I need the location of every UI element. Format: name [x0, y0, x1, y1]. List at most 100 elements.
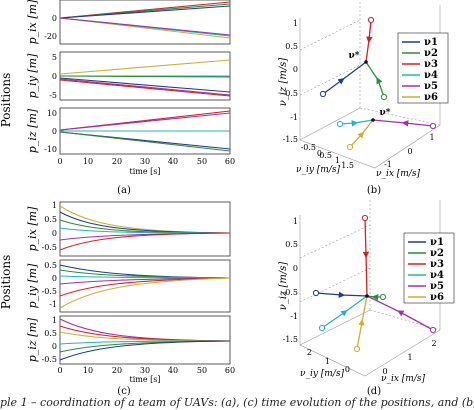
xyticks-b: -0.5 0 0.5 1 1.5 -1 0 1 — [301, 133, 435, 170]
xtick-a-5: 50 — [197, 157, 207, 166]
ytick-c-x-1: 0.5 — [44, 215, 57, 224]
legend-d-label-2: ν2 — [430, 248, 444, 259]
ztick-b-3: -0.5 — [283, 89, 298, 98]
legend-b-label-1: ν1 — [424, 37, 438, 48]
ztick-b-2: 0 — [293, 65, 298, 74]
ytick-c-z-2: 0 — [52, 342, 57, 351]
legend-d-label-3: ν3 — [430, 259, 444, 270]
start-markers-b — [319, 16, 437, 151]
traj-c-x — [59, 205, 231, 251]
ytick-d-0: 2 — [307, 348, 312, 357]
panel-c-side-label: Positions — [0, 255, 13, 310]
legend-d-entry-2: ν2 — [408, 248, 444, 259]
ytick-a-x-1: -20 — [44, 32, 57, 41]
legend-b-label-5: ν5 — [424, 81, 438, 92]
ytick-a-x-0: 0 — [52, 14, 57, 23]
legend-d-entry-6: ν6 — [408, 292, 444, 303]
trajectories-b — [322, 19, 434, 148]
xtick-d-2: 2 — [431, 339, 436, 348]
ytick-c-x-3: -0.5 — [42, 243, 57, 252]
xlabel-c: time [s] — [130, 375, 161, 384]
traj-a-x — [59, 1, 231, 39]
tag-d: (d) — [367, 386, 381, 396]
subplot-a-y: p_iy [m] 5 0 -5 — [26, 51, 231, 101]
ytick-c-y-2: -0.5 — [42, 287, 57, 296]
ytick-a-y-1: 0 — [52, 72, 57, 81]
legend-b: ν1 ν2 ν3 ν4 ν5 ν6 — [397, 32, 449, 104]
subplot-a-z: p_iz [m] 10 0 -10 0 10 20 30 40 50 60 ti… — [26, 107, 235, 176]
xtick-b-0: -1 — [384, 160, 392, 169]
ytick-b-3: 1 — [335, 156, 340, 165]
panel-a: Positions p_ix [m] 0 -20 p_iy [m] 5 0 -5 — [0, 0, 235, 196]
ytick-b-1: 0 — [317, 149, 322, 158]
figure-caption: ple 1 – coordination of a team of UAVs: … — [0, 396, 474, 409]
tag-c: (c) — [117, 386, 131, 396]
xlabel-d: ν_ix [m/s] — [381, 374, 425, 384]
traj-c-y — [59, 264, 231, 309]
xtick-a-0: 0 — [57, 157, 62, 166]
legend-b-entry-6: ν6 — [402, 92, 438, 103]
xtick-b-1: 0 — [407, 147, 412, 156]
ztick-b-0: 1 — [293, 19, 298, 28]
xtick-a-1: 10 — [83, 157, 93, 166]
consensus-point-b-bottom — [371, 118, 375, 122]
ytick-a-z-1: 0 — [52, 127, 57, 136]
ytick-a-z-2: -10 — [44, 145, 57, 154]
legend-d-entry-5: ν5 — [408, 281, 444, 292]
xtick-c-1: 10 — [83, 366, 93, 375]
xtick-d-0: 0 — [382, 367, 387, 376]
panel-c: Positions p_ix [m] 1 0.5 0 -0.5 p_iy [m]… — [0, 201, 235, 396]
legend-b-label-4: ν4 — [424, 70, 438, 81]
ytick-a-y-2: -5 — [49, 91, 57, 100]
ylabel-c-z: p_iz [m] — [26, 317, 39, 362]
legend-b-entry-2: ν2 — [402, 48, 438, 59]
xtick-a-2: 20 — [112, 157, 122, 166]
traj-a-z — [59, 110, 231, 152]
ylabel-b: ν_iy [m/s] — [296, 165, 340, 175]
start-markers-d — [312, 214, 437, 353]
zticks-d: 1 0.5 0 -0.5 -1 -1.5 — [283, 217, 298, 344]
ytick-b-0: -0.5 — [301, 143, 316, 152]
legend-b-label-6: ν6 — [424, 92, 438, 103]
zlabel-d: ν_iz [m/s] — [278, 262, 289, 311]
figure: Positions p_ix [m] 0 -20 p_iy [m] 5 0 -5 — [0, 0, 455, 396]
legend-b-label-3: ν3 — [424, 59, 438, 70]
legend-d-label-4: ν4 — [430, 270, 444, 281]
ylabel-a-x: p_ix [m] — [26, 0, 39, 44]
xtick-a-4: 40 — [168, 157, 178, 166]
xtick-c-3: 30 — [140, 366, 150, 375]
panel-d: ν_iz [m/s] 1 0.5 0 -0.5 -1 -1.5 2 — [278, 200, 455, 396]
ytick-b-4: 1.5 — [341, 161, 354, 170]
traj-c-z — [59, 318, 231, 361]
legend-b-entry-4: ν4 — [402, 70, 438, 81]
ylabel-d: ν_iy [m/s] — [300, 369, 344, 379]
legend-b-label-2: ν2 — [424, 48, 438, 59]
legend-d-label-5: ν5 — [430, 281, 444, 292]
zticks-b: 1 0.5 0 -0.5 -1 -1.5 — [283, 19, 298, 144]
ztick-d-3: -0.5 — [283, 288, 298, 297]
ztick-d-1: 0.5 — [285, 240, 298, 249]
legend-b-entry-1: ν1 — [402, 37, 438, 48]
trajectories-d — [315, 217, 434, 350]
xticks-a: 0 10 20 30 40 50 60 — [57, 157, 235, 166]
ztick-d-0: 1 — [293, 217, 298, 226]
xticks-c: 0 10 20 30 40 50 60 — [57, 366, 235, 375]
ytick-a-z-0: 10 — [47, 109, 57, 118]
xyticks-d: 2 1 0 0 1 2 — [307, 339, 437, 376]
xtick-d-1: 1 — [407, 353, 412, 362]
star-label-b-top: ν* — [349, 51, 360, 61]
legend-d: ν1 ν2 ν3 ν4 ν5 ν6 — [403, 232, 455, 304]
ztick-b-4: -1 — [290, 113, 298, 122]
consensus-point-d — [365, 294, 369, 298]
ytick-d-1: 1 — [325, 357, 330, 366]
ytick-c-x-0: 1 — [52, 201, 57, 210]
star-label-b-bottom: ν* — [380, 108, 391, 118]
subplot-c-y: p_iy [m] 0.5 0 -0.5 -1 — [26, 259, 231, 313]
subplot-c-z: p_iz [m] 1 0.5 0 -0.5 0 10 20 30 40 50 6… — [26, 315, 235, 384]
subplot-c-x: p_ix [m] 1 0.5 0 -0.5 — [26, 201, 231, 257]
ytick-b-2: 0.5 — [319, 151, 332, 160]
subplot-a-x: p_ix [m] 0 -20 — [26, 0, 231, 45]
ytick-c-z-0: 1 — [52, 316, 57, 325]
ylabel-a-y: p_iy [m] — [26, 53, 39, 98]
xlabel-a: time [s] — [130, 167, 161, 176]
